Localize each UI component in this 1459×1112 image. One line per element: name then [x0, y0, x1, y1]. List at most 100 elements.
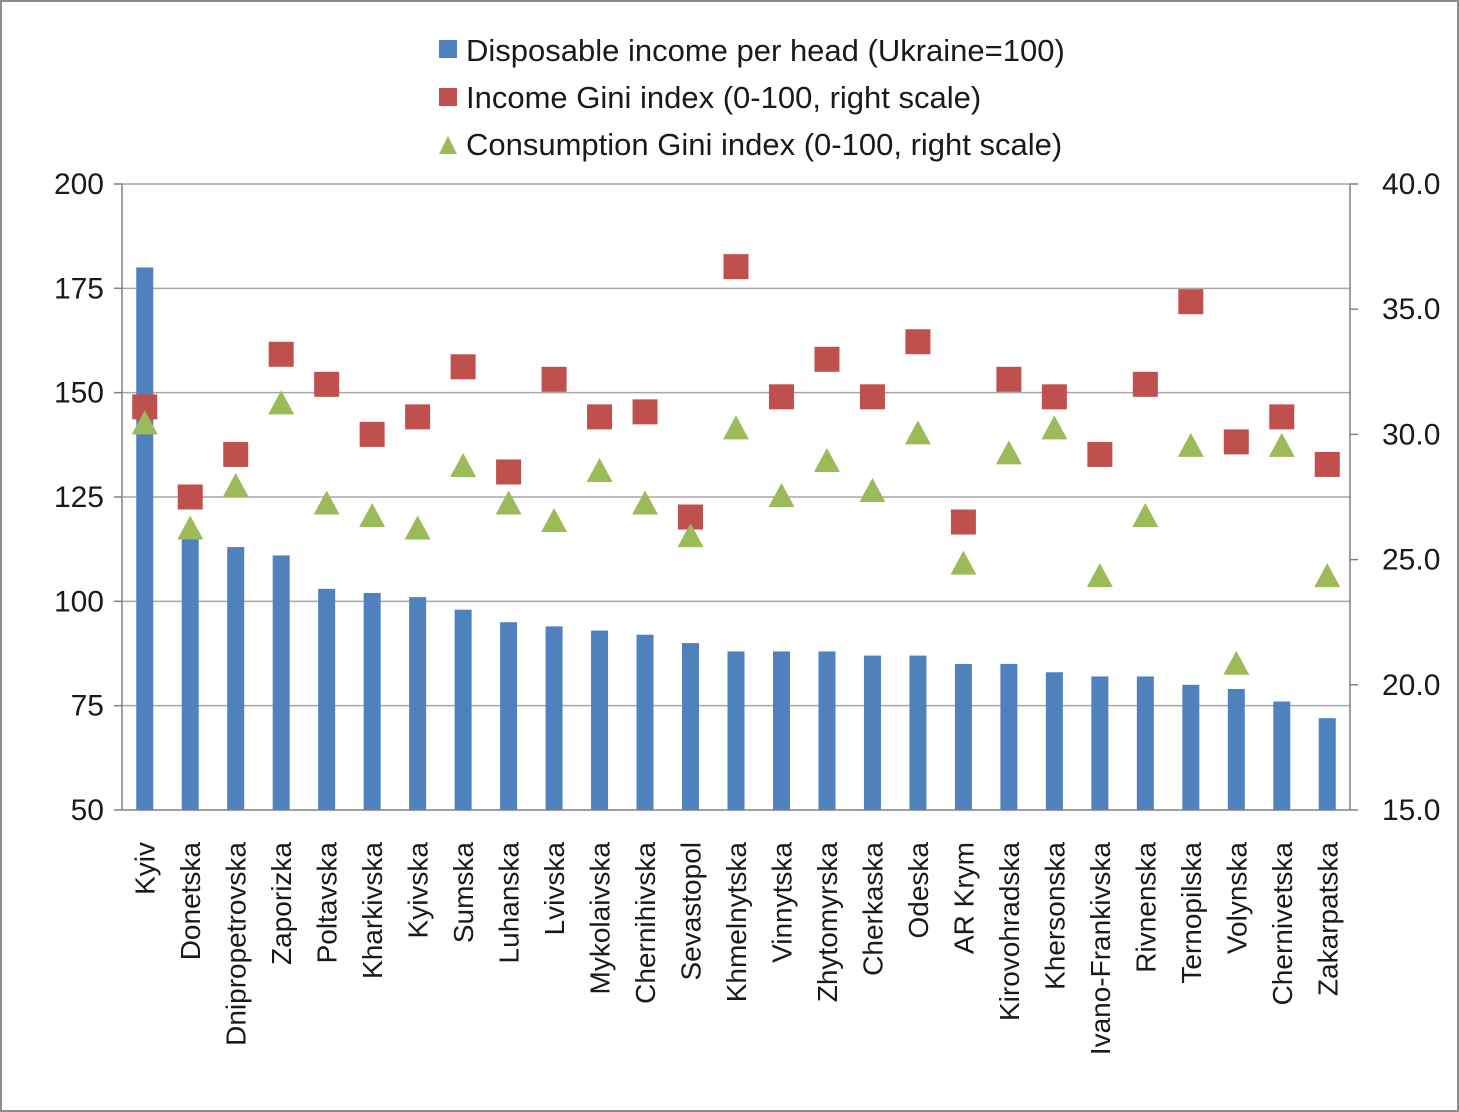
income-gini-square	[450, 354, 476, 380]
right-axis-tick-label: 25.0	[1382, 544, 1440, 577]
income-gini-square	[996, 366, 1022, 392]
right-axis-tick-label: 35.0	[1382, 293, 1440, 326]
income-gini-square	[1223, 429, 1249, 455]
bar	[136, 267, 154, 810]
bar	[227, 547, 245, 810]
legend-swatch-bar	[439, 40, 457, 58]
category-label: Mykolaivska	[585, 842, 616, 995]
category-label: Lvivska	[539, 842, 570, 936]
income-gini-square	[814, 346, 840, 372]
category-label: Donetska	[175, 842, 206, 961]
income-gini-square	[905, 329, 931, 355]
tick-labels: 50 75 100 125 150 175 200 15.0 20.0 25.0 30.0 35.0 4…	[54, 168, 1440, 1055]
income-gini-square	[496, 459, 522, 485]
bar	[363, 592, 381, 810]
bar	[772, 651, 790, 810]
legend-label-consumption-gini: Consumption Gini index (0-100, right sca…	[466, 127, 1062, 162]
consumption-gini-triangle	[995, 440, 1022, 465]
category-label: Ternopilska	[1176, 842, 1207, 984]
consumption-gini-triangle	[586, 457, 613, 482]
legend-swatch-square	[439, 88, 457, 106]
left-axis-tick-label: 100	[54, 585, 104, 618]
bar	[682, 643, 700, 810]
category-label: Rivnenska	[1130, 842, 1161, 973]
income-gini-square	[950, 509, 976, 535]
consumption-gini-triangle	[177, 515, 204, 540]
category-label: Odeska	[903, 842, 934, 939]
consumption-gini-triangle	[541, 508, 568, 533]
bar	[272, 555, 290, 810]
income-gini-square	[268, 341, 294, 367]
right-axis-tick-label: 20.0	[1382, 669, 1440, 702]
bar	[545, 626, 563, 810]
category-label: Khersonska	[1039, 842, 1070, 990]
right-axis-tick-label: 40.0	[1382, 168, 1440, 201]
consumption-gini-triangle	[723, 415, 749, 440]
income-gini-square	[723, 254, 749, 280]
legend-label-income: Disposable income per head (Ukraine=100)	[466, 33, 1065, 68]
category-label: Kyiv	[130, 842, 161, 895]
legend-swatch-triangle	[439, 136, 457, 154]
income-gini-square	[223, 441, 249, 467]
income-gini-square	[1132, 371, 1158, 397]
category-label: Dnipropetrovska	[221, 842, 252, 1046]
income-gini-square	[541, 366, 567, 392]
legend-label-income-gini: Income Gini index (0-100, right scale)	[466, 80, 981, 115]
category-label: Kyivska	[403, 842, 434, 939]
consumption-gini-triangle	[813, 447, 840, 472]
consumption-gini-triangle	[268, 390, 295, 415]
category-label: Cherkaska	[857, 842, 888, 976]
consumption-gini-triangle	[1177, 432, 1204, 457]
bar	[727, 651, 745, 810]
bar	[1045, 672, 1063, 810]
right-axis-tick-label: 15.0	[1382, 794, 1440, 827]
bar	[318, 588, 336, 810]
category-label: Zhytomyrska	[812, 842, 843, 1003]
bar	[1136, 676, 1154, 810]
income-gini-square	[1178, 289, 1204, 315]
income-gini-square	[1041, 384, 1067, 410]
category-label: Khmelnytska	[721, 842, 752, 1003]
category-label: Volynska	[1221, 842, 1252, 954]
category-label: Sumska	[448, 842, 479, 944]
bar	[591, 630, 609, 810]
bar	[454, 609, 472, 810]
consumption-gini-triangle	[131, 410, 158, 435]
consumption-gini-triangle	[359, 503, 386, 528]
consumption-gini-triangle	[404, 515, 431, 540]
bar	[181, 534, 199, 810]
consumption-gini-triangle	[1041, 415, 1068, 440]
bar	[1091, 676, 1109, 810]
bar	[409, 597, 427, 810]
category-label: Kharkivska	[357, 842, 388, 979]
consumption-gini-triangle	[313, 490, 340, 515]
income-gini-square	[177, 484, 203, 510]
category-label: AR Krym	[948, 842, 979, 954]
category-label: Luhanska	[494, 842, 525, 964]
income-gini-square	[359, 421, 385, 447]
consumption-gini-triangle	[677, 523, 704, 548]
income-gini-square	[1269, 404, 1295, 430]
consumption-gini-triangle	[222, 472, 249, 497]
bar	[1227, 688, 1245, 810]
consumption-gini-triangle	[1132, 503, 1159, 528]
category-label: Zakarpatska	[1312, 842, 1343, 996]
left-axis-tick-label: 150	[54, 377, 104, 410]
bar	[1318, 718, 1336, 810]
income-gini-square	[1087, 441, 1113, 467]
bar	[636, 634, 654, 810]
markers	[131, 254, 1341, 675]
legend: Disposable income per head (Ukraine=100)…	[439, 33, 1065, 162]
consumption-gini-triangle	[904, 420, 931, 445]
bar	[818, 651, 836, 810]
category-label: Chernihivska	[630, 842, 661, 1004]
category-label: Vinnytska	[766, 842, 797, 963]
income-gini-square	[314, 371, 340, 397]
consumption-gini-triangle	[950, 550, 977, 575]
left-axis-tick-label: 125	[54, 481, 104, 514]
consumption-gini-triangle	[859, 477, 886, 502]
consumption-gini-triangle	[450, 452, 477, 477]
right-axis-tick-label: 30.0	[1382, 418, 1440, 451]
axes	[114, 183, 1358, 811]
